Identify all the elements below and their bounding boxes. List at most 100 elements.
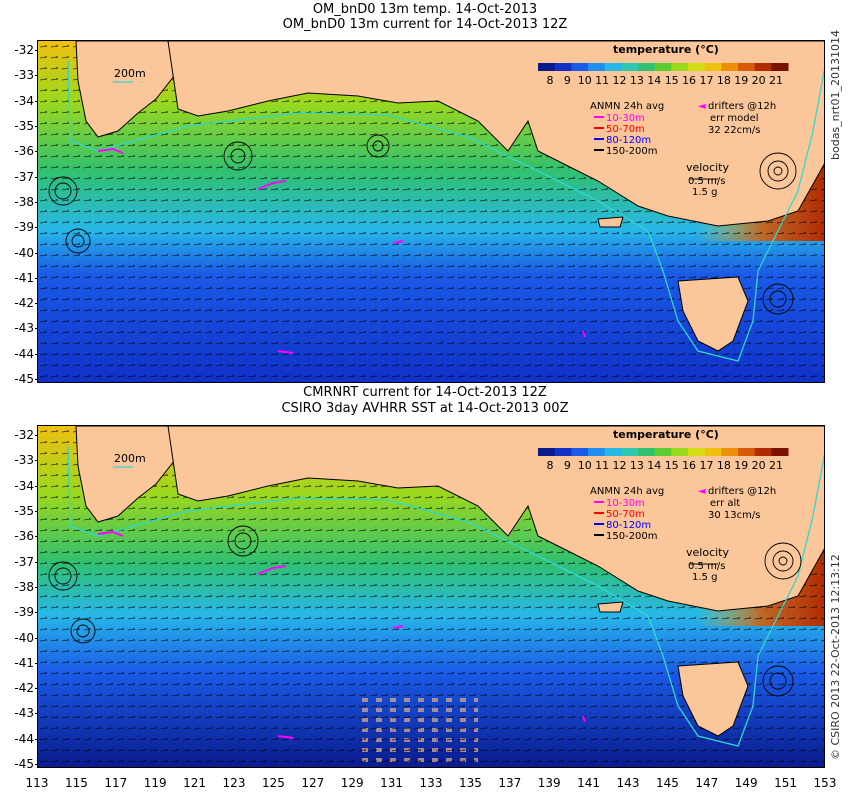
y-tick-label: -37: [14, 169, 39, 184]
y-tick-label: -42: [14, 681, 39, 696]
y-tick-label: -32: [14, 43, 39, 57]
velocity-scale-value: 0.5 m/s: [688, 176, 725, 187]
isobath-label: 200m: [114, 452, 146, 465]
eddies: [48, 134, 797, 315]
colorbar-tick-label: 20: [752, 459, 766, 472]
x-tick-label: 147: [695, 776, 719, 790]
x-tick-label: 125: [261, 776, 285, 790]
bottom-map: 200m temperature (°C) 8 9 10 11 12 13 14 15 16 17…: [37, 425, 825, 768]
colorbar-tick-label: 16: [682, 74, 696, 87]
colorbar-title: temperature (°C): [613, 43, 719, 56]
x-tick-label: 139: [537, 776, 561, 790]
drifter-marker-icon: ◄: [698, 101, 706, 112]
colorbar-tick-label: 20: [752, 74, 766, 87]
isobath-200m-line: [67, 60, 824, 362]
x-tick-label: 149: [734, 776, 758, 790]
x-tick-label: 143: [616, 776, 640, 790]
x-tick-label: 121: [183, 776, 207, 790]
colorbar-swatch: [538, 448, 556, 456]
x-tick-label: 117: [104, 776, 128, 790]
colorbar-swatch: [638, 448, 656, 456]
top-panel-title-line2: OM_bnD0 13m current for 14-Oct-2013 12Z: [282, 17, 568, 32]
colorbar-swatch: [754, 63, 772, 71]
anmn-depth-label: 10-30m: [606, 113, 645, 124]
land-southern-australia: [167, 426, 824, 612]
x-tick-label: 137: [498, 776, 522, 790]
colorbar-tick-label: 9: [564, 74, 571, 87]
y-tick-label: -34: [14, 93, 39, 108]
colorbar-swatch: [588, 63, 606, 71]
colorbar-tick-label: 12: [613, 459, 627, 472]
colorbar-tick-label: 8: [547, 74, 554, 87]
y-tick-label: -36: [14, 529, 39, 544]
top-panel-title-line1: OM_bnD0 13m temp. 14-Oct-2013: [312, 2, 538, 17]
colorbar-tick-label: 13: [630, 74, 644, 87]
y-tick-label: -39: [14, 220, 39, 235]
velocity-legend-title: velocity: [686, 546, 729, 559]
colorbar-tick-label: 21: [769, 459, 783, 472]
y-tick-label: -41: [14, 270, 39, 285]
y-tick-label: -38: [14, 579, 39, 594]
x-axis-longitude: 113 115 117 119 121 123 125 127 129 131 133 135 137 1…: [26, 772, 837, 792]
colorbar-swatch: [604, 448, 622, 456]
colorbar-tick-label: 17: [699, 459, 713, 472]
anmn-depth-label: 50-70m: [606, 509, 645, 520]
anmn-depth-label: 50-70m: [606, 124, 645, 135]
y-tick-label: -43: [14, 321, 39, 336]
isobath-200m-line: [67, 445, 824, 747]
y-tick-label: -32: [14, 428, 39, 442]
bottom-panel-title-line2: CSIRO 3day AVHRR SST at 14-Oct-2013 00Z: [281, 401, 569, 416]
drifter-marker-icon: ◄: [698, 486, 706, 497]
colorbar-swatch: [704, 448, 722, 456]
y-tick-label: -33: [14, 453, 39, 468]
colorbar-swatch: [621, 63, 639, 71]
anmn-legend-title: ANMN 24h avg: [590, 101, 664, 112]
colorbar-tick-label: 10: [578, 459, 592, 472]
colorbar-title: temperature (°C): [613, 428, 719, 441]
y-tick-label: -38: [14, 194, 39, 209]
error-value: 30 13cm/s: [708, 510, 760, 521]
x-tick-label: 153: [813, 776, 837, 790]
y-tick-label: -45: [14, 757, 39, 772]
velocity-scale-secondary: 1.5 g: [692, 187, 717, 198]
anmn-depth-label: 10-30m: [606, 498, 645, 509]
drifters-legend-label: drifters @12h: [708, 486, 776, 497]
anmn-depth-label: 150-200m: [606, 531, 658, 542]
colorbar-tick-label: 11: [595, 74, 609, 87]
colorbar-swatch: [554, 448, 572, 456]
colorbar-swatch: [654, 63, 672, 71]
eddies: [48, 525, 802, 697]
colorbar-tick-label: 12: [613, 74, 627, 87]
colorbar-swatch: [738, 63, 756, 71]
x-tick-label: 127: [301, 776, 325, 790]
colorbar-swatch: [621, 448, 639, 456]
drifter-tracks: [97, 147, 586, 354]
colorbar-swatch: [688, 63, 706, 71]
top-map-canvas: 200m temperature (°C) 8 9 10 11 12 13 14 15 16 17…: [38, 41, 824, 382]
colorbar-swatch: [688, 448, 706, 456]
top-side-label: bodas_nrt01_20131014: [829, 30, 842, 160]
land-southern-australia: [167, 41, 824, 227]
y-tick-label: -43: [14, 706, 39, 721]
y-tick-label: -41: [14, 655, 39, 670]
colorbar-tick-label: 14: [647, 459, 661, 472]
colorbar-tick-label: 13: [630, 459, 644, 472]
temperature-colorbar: 8 9 10 11 12 13 14 15 16 17 18 19 20 21: [538, 448, 789, 472]
land-tasmania: [677, 661, 749, 737]
x-tick-label: 131: [380, 776, 404, 790]
y-tick-label: -40: [14, 630, 39, 645]
land-kangaroo-island: [597, 216, 624, 228]
colorbar-swatch: [554, 63, 572, 71]
colorbar-tick-label: 19: [734, 74, 748, 87]
isobath-label: 200m: [114, 67, 146, 80]
colorbar-swatch: [721, 448, 739, 456]
colorbar-tick-label: 14: [647, 74, 661, 87]
colorbar-tick-label: 17: [699, 74, 713, 87]
colorbar-swatch: [754, 448, 772, 456]
x-tick-label: 129: [340, 776, 364, 790]
error-label: err alt: [710, 498, 740, 509]
drifter-tracks: [97, 530, 586, 739]
velocity-scale-secondary: 1.5 g: [692, 572, 717, 583]
